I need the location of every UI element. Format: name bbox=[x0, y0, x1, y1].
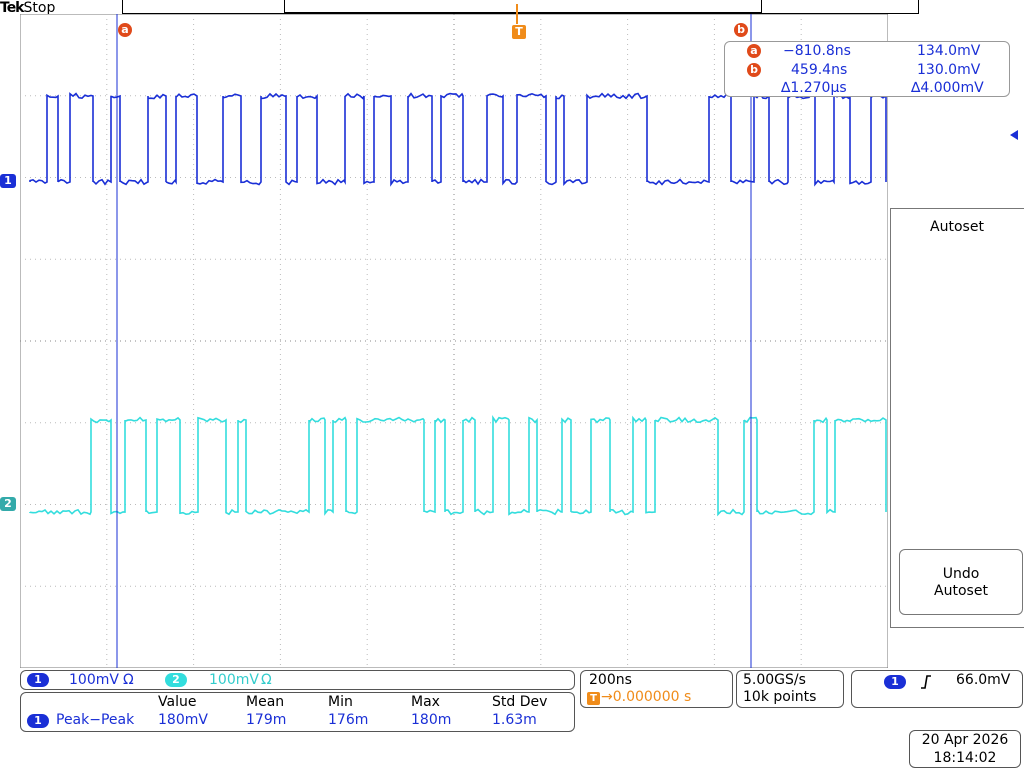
meas-stddev: 1.63m bbox=[492, 712, 537, 728]
datetime-panel: 20 Apr 2026 18:14:02 bbox=[909, 730, 1021, 768]
readout-a-icon: a bbox=[747, 44, 761, 58]
cursor-delta-time: ∆1.270µs bbox=[781, 80, 847, 96]
horizontal-scale: 200ns bbox=[589, 672, 632, 688]
channel-scale-panel[interactable]: 1 100mV Ω 2 100mV Ω bbox=[20, 670, 575, 690]
trigger-position-stem bbox=[516, 4, 524, 24]
cursor-a-volt: 134.0mV bbox=[917, 43, 981, 59]
record-points: 10k points bbox=[743, 689, 817, 705]
ch2-waveform bbox=[29, 415, 887, 517]
time: 18:14:02 bbox=[933, 750, 997, 766]
ch1-badge: 1 bbox=[27, 673, 49, 687]
measurement-table[interactable]: Value Mean Min Max Std Dev 1 Peak−Peak 1… bbox=[20, 692, 575, 732]
meas-min: 176m bbox=[328, 712, 369, 728]
cursor-readout: a −810.8ns 134.0mV b 459.4ns 130.0mV ∆1.… bbox=[724, 41, 1010, 97]
trigger-level-marker[interactable] bbox=[1010, 130, 1018, 140]
cursor-b-marker[interactable]: b bbox=[734, 23, 748, 37]
readout-b-icon: b bbox=[747, 63, 761, 77]
ch1-scale[interactable]: 100mV bbox=[69, 672, 119, 688]
horizontal-trigger-icon: T bbox=[587, 692, 600, 705]
cursor-a-time: −810.8ns bbox=[783, 43, 851, 59]
brand-status: TekStop bbox=[0, 0, 55, 16]
meas-header-mean: Mean bbox=[246, 694, 285, 710]
ch1-ground-marker[interactable]: 1 bbox=[0, 174, 16, 188]
date: 20 Apr 2026 bbox=[921, 732, 1009, 748]
grid-lines bbox=[20, 14, 888, 668]
meas-ch1-badge: 1 bbox=[27, 714, 49, 728]
cursor-b-volt: 130.0mV bbox=[917, 62, 981, 78]
cursor-delta-volt: ∆4.000mV bbox=[911, 80, 984, 96]
ch1-waveform bbox=[29, 92, 887, 187]
record-view-window[interactable] bbox=[284, 0, 762, 13]
meas-header-value: Value bbox=[158, 694, 197, 710]
cursor-b-time: 459.4ns bbox=[791, 62, 848, 78]
side-menu: Autoset Undo Autoset bbox=[890, 208, 1024, 628]
horizontal-position: →0.000000 s bbox=[601, 689, 692, 705]
meas-name: Peak−Peak bbox=[56, 712, 135, 728]
trigger-level: 66.0mV bbox=[956, 672, 1011, 688]
ch2-badge: 2 bbox=[165, 673, 187, 687]
undo-autoset-line1: Undo bbox=[942, 566, 980, 582]
horizontal-panel[interactable]: 200ns T →0.000000 s bbox=[580, 670, 733, 708]
trigger-panel[interactable]: 1 66.0mV bbox=[851, 670, 1023, 708]
meas-max: 180m bbox=[411, 712, 452, 728]
undo-autoset-line2: Autoset bbox=[934, 583, 988, 599]
meas-value: 180mV bbox=[158, 712, 208, 728]
sample-rate: 5.00GS/s bbox=[743, 672, 806, 688]
meas-header-max: Max bbox=[411, 694, 440, 710]
trigger-source-badge: 1 bbox=[884, 675, 906, 689]
graticule[interactable] bbox=[20, 14, 888, 668]
meas-mean: 179m bbox=[246, 712, 287, 728]
autoset-button[interactable]: Autoset bbox=[930, 219, 984, 235]
tek-logo: Tek bbox=[0, 0, 24, 16]
trigger-position-marker[interactable]: T bbox=[512, 25, 526, 39]
ch1-coupling: Ω bbox=[123, 672, 134, 688]
meas-header-min: Min bbox=[328, 694, 353, 710]
undo-autoset-button[interactable]: Undo Autoset bbox=[899, 549, 1023, 615]
rising-edge-icon bbox=[921, 675, 931, 689]
ch2-coupling: Ω bbox=[261, 672, 272, 688]
acquisition-panel[interactable]: 5.00GS/s 10k points bbox=[736, 670, 844, 708]
ch2-scale[interactable]: 100mV bbox=[209, 672, 259, 688]
ch2-ground-marker[interactable]: 2 bbox=[0, 497, 16, 511]
run-state: Stop bbox=[23, 0, 56, 16]
cursor-a-marker[interactable]: a bbox=[118, 23, 132, 37]
meas-header-stddev: Std Dev bbox=[492, 694, 548, 710]
